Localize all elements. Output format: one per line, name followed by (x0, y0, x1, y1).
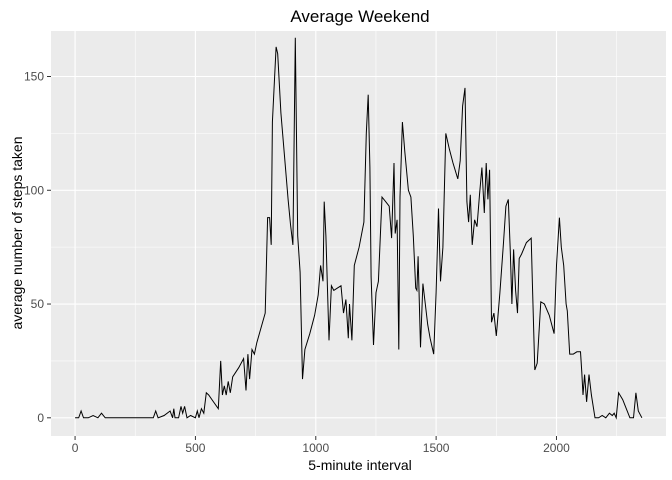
y-tick-label: 50 (31, 297, 45, 311)
x-tick-label: 1000 (302, 441, 329, 455)
x-tick-label: 2000 (543, 441, 570, 455)
minor-gridlines (51, 31, 666, 436)
chart-title: Average Weekend (290, 7, 429, 26)
plot-panel (51, 31, 666, 436)
x-tick-label: 0 (72, 441, 79, 455)
y-tick-label: 100 (24, 183, 44, 197)
series-line (75, 37, 643, 420)
y-tick-label: 150 (24, 70, 44, 84)
y-tick-label: 0 (37, 411, 44, 425)
x-tick-label: 1500 (423, 441, 450, 455)
y-axis: 0 50 100 150 (24, 70, 51, 425)
y-axis-title: average number of steps taken (9, 136, 25, 329)
x-axis-title: 5-minute interval (308, 457, 412, 473)
x-axis: 0 500 1000 1500 2000 (72, 436, 570, 455)
x-tick-label: 500 (185, 441, 205, 455)
